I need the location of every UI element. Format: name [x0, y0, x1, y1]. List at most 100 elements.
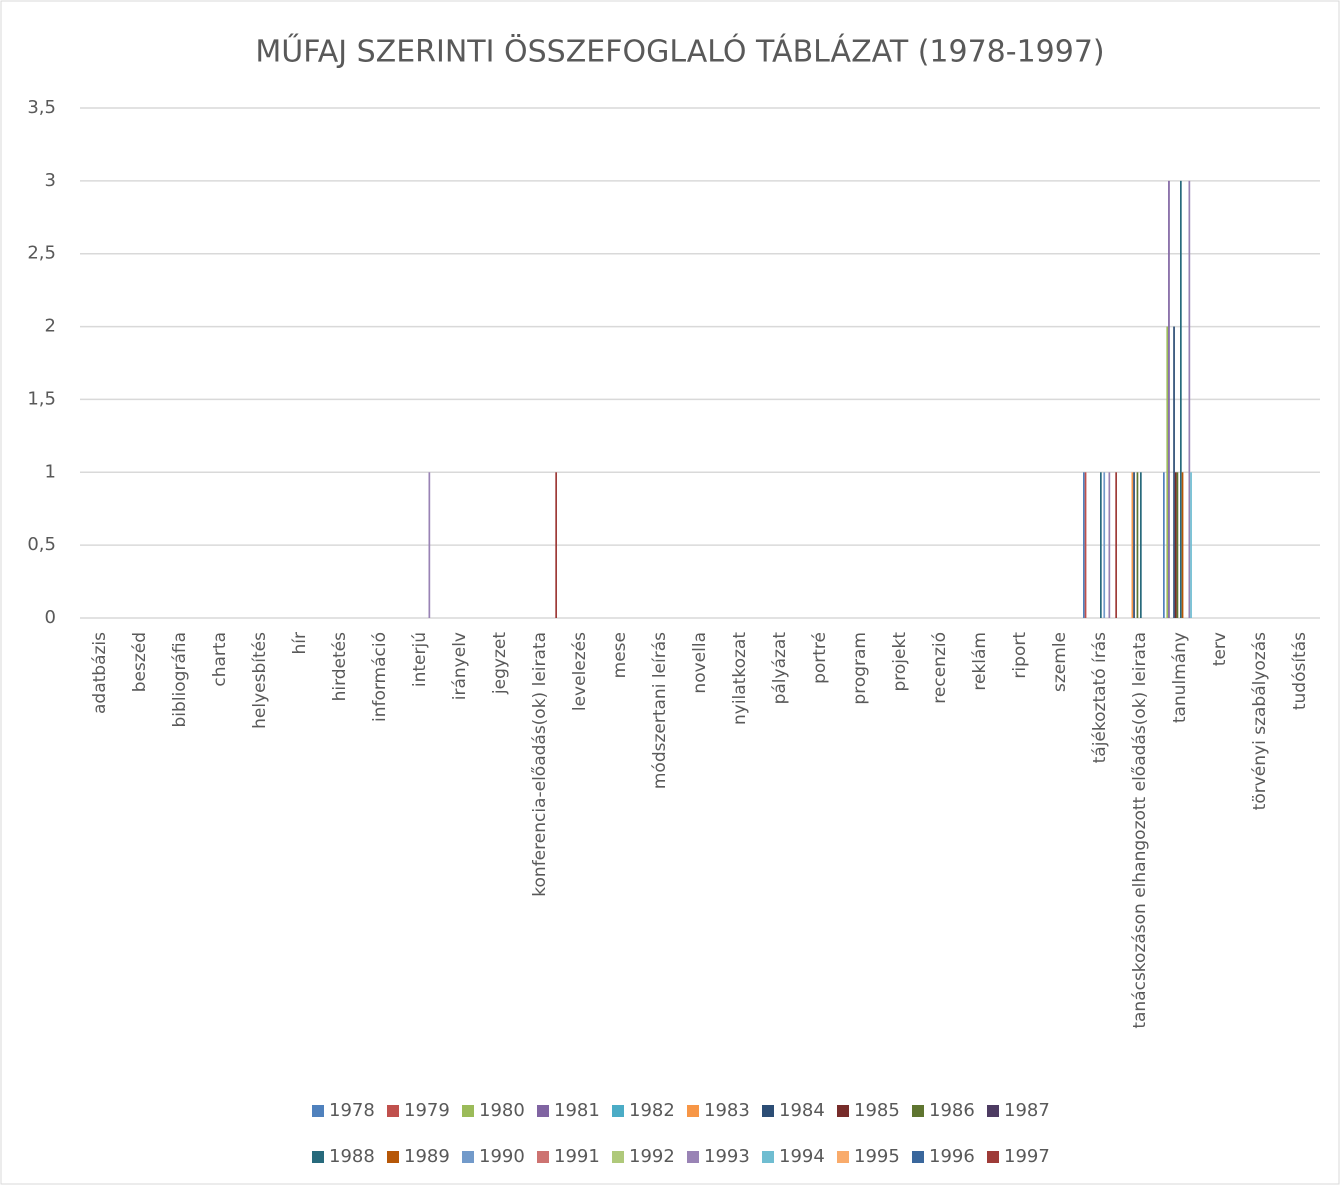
bar — [1181, 472, 1184, 618]
y-tick-label: 3 — [45, 170, 56, 191]
bar — [1173, 326, 1175, 618]
x-tick-label: mese — [610, 632, 630, 678]
x-tick-label: konferencia-előadás(ok) leirata — [530, 632, 550, 897]
bar — [1115, 472, 1117, 618]
legend-swatch — [837, 1105, 849, 1117]
legend-label: 1984 — [779, 1100, 825, 1121]
x-tick-label: program — [850, 632, 870, 705]
x-tick-label: adatbázis — [90, 632, 110, 714]
bar — [1140, 472, 1142, 618]
x-tick-label: riport — [1010, 632, 1030, 679]
x-tick-label: nyilatkozat — [730, 632, 750, 725]
bar — [1133, 472, 1135, 618]
legend-label: 1988 — [329, 1146, 375, 1167]
legend-swatch — [612, 1105, 624, 1117]
x-tick-label: interjú — [410, 632, 430, 687]
x-tick-label: információ — [370, 632, 390, 722]
bar — [1174, 472, 1177, 618]
bar — [555, 472, 557, 618]
x-tick-label: irányelv — [450, 632, 470, 700]
legend-swatch — [687, 1105, 699, 1117]
legend-label: 1997 — [1004, 1146, 1050, 1167]
x-tick-label: recenzió — [930, 632, 950, 704]
legend-swatch — [537, 1151, 549, 1163]
bar — [1176, 472, 1179, 618]
x-tick-label: charta — [210, 632, 230, 687]
legend-swatch — [312, 1151, 324, 1163]
legend-label: 1989 — [404, 1146, 450, 1167]
bar — [1136, 472, 1139, 618]
legend-label: 1982 — [629, 1100, 675, 1121]
bar — [1083, 472, 1085, 618]
legend-swatch — [912, 1105, 924, 1117]
legend-swatch — [312, 1105, 324, 1117]
legend-label: 1980 — [479, 1100, 525, 1121]
x-tick-label: pályázat — [770, 632, 790, 705]
legend-label: 1983 — [704, 1100, 750, 1121]
legend-swatch — [987, 1105, 999, 1117]
x-tick-label: jegyzet — [490, 632, 510, 695]
legend-swatch — [612, 1151, 624, 1163]
legend-label: 1979 — [404, 1100, 450, 1121]
y-tick-label: 0,5 — [27, 534, 56, 555]
legend-swatch — [987, 1151, 999, 1163]
x-tick-label: hír — [290, 632, 310, 655]
x-tick-label: novella — [690, 632, 710, 694]
legend-label: 1986 — [929, 1100, 975, 1121]
legend-label: 1995 — [854, 1146, 900, 1167]
legend-swatch — [462, 1105, 474, 1117]
y-tick-label: 3,5 — [27, 97, 56, 118]
x-tick-label: beszéd — [130, 632, 150, 692]
legend-label: 1981 — [554, 1100, 600, 1121]
legend-swatch — [387, 1105, 399, 1117]
chart-title: MŰFAJ SZERINTI ÖSSZEFOGLALÓ TÁBLÁZAT (19… — [255, 33, 1104, 70]
bar — [1100, 472, 1102, 618]
x-tick-label: projekt — [890, 632, 910, 692]
bar — [428, 472, 431, 618]
x-tick-label: helyesbítés — [250, 632, 270, 729]
legend-swatch — [387, 1151, 399, 1163]
legend-label: 1992 — [629, 1146, 675, 1167]
x-tick-label: tanulmány — [1170, 632, 1190, 723]
bar — [1188, 180, 1191, 618]
y-tick-label: 0 — [45, 607, 56, 628]
bar — [1190, 472, 1192, 618]
x-tick-label: tanácskozáson elhangozott előadás(ok) le… — [1130, 632, 1150, 1029]
legend-swatch — [912, 1151, 924, 1163]
y-tick-label: 1 — [45, 461, 56, 482]
bar — [1108, 472, 1111, 618]
legend-swatch — [687, 1151, 699, 1163]
x-tick-label: terv — [1210, 632, 1230, 666]
legend-label: 1987 — [1004, 1100, 1050, 1121]
bar — [1084, 472, 1087, 618]
x-tick-label: hirdetés — [330, 632, 350, 702]
legend-label: 1993 — [704, 1146, 750, 1167]
legend-label: 1996 — [929, 1146, 975, 1167]
legend-label: 1990 — [479, 1146, 525, 1167]
x-tick-label: törvényi szabályozás — [1250, 632, 1270, 810]
legend-swatch — [462, 1151, 474, 1163]
y-tick-label: 2 — [45, 316, 56, 337]
legend-label: 1994 — [779, 1146, 825, 1167]
bar — [1163, 472, 1165, 618]
x-tick-label: tájékoztató írás — [1090, 632, 1110, 764]
bar — [1131, 472, 1134, 618]
x-tick-label: portré — [810, 632, 830, 684]
x-tick-label: tudósítás — [1290, 632, 1310, 710]
x-tick-label: bibliográfia — [170, 632, 190, 727]
bar — [1166, 326, 1169, 618]
bar — [1168, 180, 1170, 618]
x-tick-label: levelezés — [570, 632, 590, 711]
x-tick-label: szemle — [1050, 632, 1070, 692]
legend-swatch — [762, 1151, 774, 1163]
legend-label: 1978 — [329, 1100, 375, 1121]
y-tick-label: 2,5 — [27, 243, 56, 264]
x-tick-label: reklám — [970, 632, 990, 691]
bar — [1180, 180, 1182, 618]
legend-label: 1991 — [554, 1146, 600, 1167]
bar — [1103, 472, 1106, 618]
legend-label: 1985 — [854, 1100, 900, 1121]
x-tick-label: módszertani leírás — [650, 632, 670, 789]
legend-swatch — [537, 1105, 549, 1117]
